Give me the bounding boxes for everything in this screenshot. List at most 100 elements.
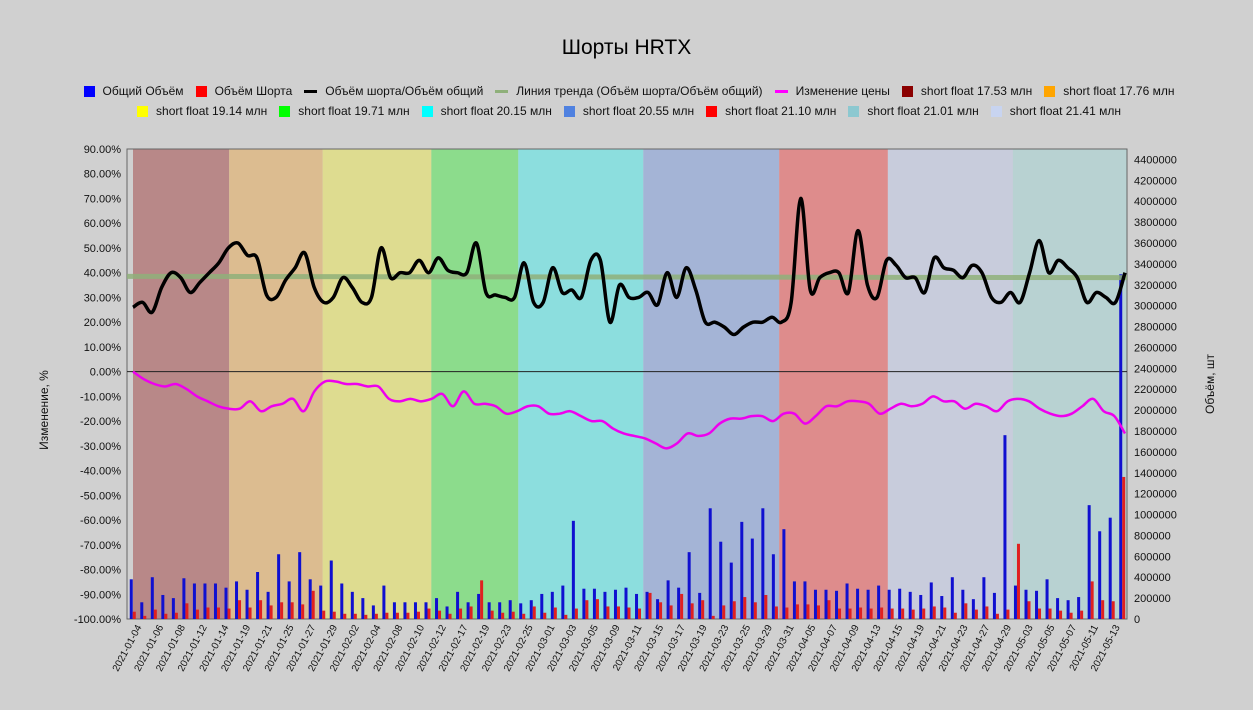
short-bar (838, 608, 842, 619)
legend-item: Общий Объём (83, 84, 184, 98)
y-axis-label-left: Изменение, % (37, 370, 51, 450)
short-bar (659, 602, 663, 619)
legend-item: short float 17.76 млн (1044, 84, 1174, 98)
volume-bar (392, 602, 396, 619)
volume-bar (224, 587, 228, 619)
volume-bar (445, 606, 449, 619)
legend-swatch (279, 105, 291, 117)
volume-bar (1013, 585, 1017, 619)
right-tick-label: 800000 (1134, 530, 1171, 542)
short-bar (1101, 600, 1105, 619)
volume-bar (877, 585, 881, 619)
short-bar (1038, 608, 1042, 619)
legend-label: short float 21.41 млн (1009, 104, 1121, 118)
short-bar (248, 607, 252, 619)
short-bar (311, 590, 315, 619)
short-bar (827, 600, 831, 619)
short-bar (753, 602, 757, 619)
left-tick-label: 40.00% (84, 268, 122, 280)
volume-bar (729, 562, 733, 619)
short-bar (290, 602, 294, 619)
left-tick-label: -50.00% (80, 490, 121, 502)
left-tick-label: 90.00% (84, 144, 122, 156)
short-bar (153, 609, 157, 619)
volume-bar (498, 602, 502, 619)
volume-bar (571, 520, 575, 619)
right-tick-label: 1400000 (1134, 468, 1177, 480)
volume-bar (361, 598, 365, 619)
volume-bar (256, 572, 260, 619)
legend-label: short float 17.53 млн (920, 84, 1033, 98)
short-bar (932, 606, 936, 619)
legend-label: short float 21.01 млн (867, 104, 979, 118)
short-bar (1016, 543, 1020, 619)
short-bar (1059, 610, 1063, 619)
right-tick-label: 3200000 (1134, 280, 1177, 292)
short-bar (459, 608, 463, 619)
right-tick-label: 2800000 (1134, 322, 1177, 334)
band (431, 149, 519, 619)
volume-bar (677, 587, 681, 619)
short-bar (259, 600, 263, 619)
legend-label: short float 21.10 млн (725, 104, 837, 118)
legend-item: short float 20.15 млн (421, 104, 552, 118)
right-tick-label: 4400000 (1134, 154, 1177, 166)
volume-bar (1108, 517, 1112, 619)
left-tick-label: 0.00% (90, 367, 121, 379)
short-bar (1122, 476, 1126, 619)
left-tick-label: 30.00% (84, 292, 122, 304)
volume-bar (835, 590, 839, 619)
legend-swatch (83, 85, 95, 97)
volume-bar (413, 602, 417, 619)
legend-item: short float 19.71 млн (279, 104, 410, 118)
short-bar (1090, 581, 1094, 619)
right-tick-label: 3600000 (1134, 238, 1177, 250)
volume-bar (919, 594, 923, 619)
short-bar (280, 602, 284, 619)
left-tick-label: -20.00% (80, 416, 121, 428)
volume-bar (845, 583, 849, 619)
legend-swatch (563, 105, 575, 117)
volume-bar (235, 581, 239, 619)
short-bar (1080, 610, 1084, 619)
y-axis-label-right: Объём, шт (1203, 353, 1217, 414)
short-bar (795, 604, 799, 619)
short-bar (364, 614, 368, 619)
short-ratio-line (132, 196, 1127, 337)
legend-item: short float 21.10 млн (706, 104, 836, 118)
volume-bar (866, 589, 870, 619)
short-bar (995, 613, 999, 619)
short-bar (385, 612, 389, 619)
short-bar (816, 605, 820, 619)
legend-swatch (421, 105, 433, 117)
chart-title: Шорты HRTX (561, 36, 692, 59)
short-bar (806, 604, 810, 619)
short-bar (680, 593, 684, 619)
short-bar (722, 605, 726, 619)
volume-bar (161, 594, 165, 619)
short-bar (174, 612, 178, 619)
right-tick-label: 1000000 (1134, 510, 1177, 522)
volume-bar (613, 589, 617, 619)
volume-bar (1087, 505, 1091, 619)
volume-bar (582, 588, 586, 619)
volume-bar (908, 591, 912, 619)
volume-bar (603, 591, 607, 619)
volume-bar (992, 592, 996, 619)
volume-bar (140, 602, 144, 619)
band (322, 149, 432, 619)
short-bar (859, 607, 863, 619)
legend-item: Объём Шорта (195, 84, 292, 98)
volume-bar (624, 587, 628, 619)
legend-item: Изменение цены (774, 84, 890, 98)
short-bar (595, 599, 599, 619)
volume-bar (350, 591, 354, 619)
short-bar (764, 594, 768, 619)
band (133, 149, 230, 619)
short-bar (732, 601, 736, 619)
short-bar (322, 610, 326, 619)
legend-item: short float 21.41 млн (990, 104, 1121, 118)
volume-bar (961, 589, 965, 619)
volume-bar (1003, 435, 1007, 619)
band (1012, 149, 1127, 619)
